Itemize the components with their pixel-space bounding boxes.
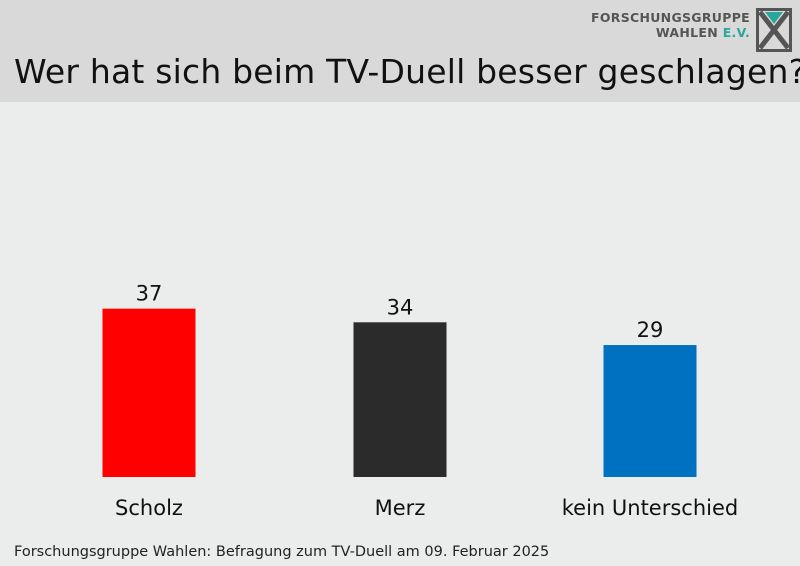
source-footnote: Forschungsgruppe Wahlen: Befragung zum T… (14, 544, 550, 560)
category-label-1: Scholz (115, 496, 183, 520)
logo-wordmark: FORSCHUNGSGRUPPE WAHLEN E.V. (591, 10, 750, 40)
logo-line1: FORSCHUNGSGRUPPE (591, 10, 750, 25)
data-label-3: 29 (637, 318, 664, 342)
logo-line2-accent: E.V. (722, 25, 750, 40)
bar-1 (102, 308, 196, 477)
bar-2 (353, 322, 447, 477)
data-label-1: 37 (136, 282, 163, 306)
logo-line2: WAHLEN E.V. (591, 25, 750, 40)
header-bar: FORSCHUNGSGRUPPE WAHLEN E.V. Wer hat sic… (0, 0, 800, 102)
category-label-2: Merz (375, 496, 426, 520)
bar-3 (603, 345, 697, 477)
x-logo-icon (756, 8, 792, 52)
logo-line2-main: WAHLEN (655, 25, 719, 40)
bar-chart: 37 Scholz 34 Merz 29 kein Unterschied (102, 282, 739, 520)
category-label-3: kein Unterschied (562, 496, 739, 520)
data-label-2: 34 (387, 295, 414, 319)
chart-title: Wer hat sich beim TV-Duell besser geschl… (14, 52, 800, 91)
